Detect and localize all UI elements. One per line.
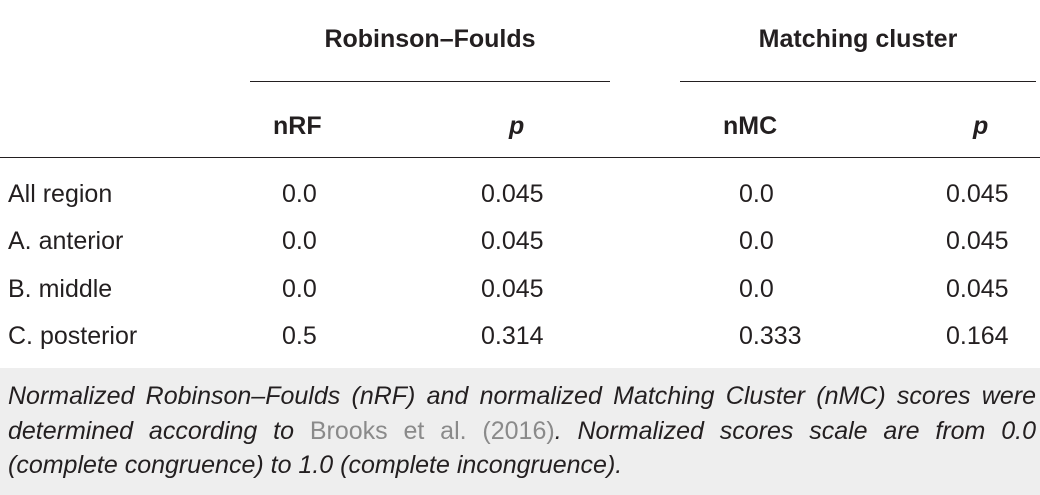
row-label: All region: [8, 180, 113, 208]
table-footnote-background: [0, 368, 1040, 495]
row-label: B. middle: [8, 275, 113, 303]
cell-nrf: 0.0: [282, 227, 317, 255]
cell-nrf: 0.5: [282, 322, 317, 350]
group-rule-robinson-foulds: [250, 81, 610, 82]
footnote-text-after-link: . Normalized scores scale are from 0.0 (…: [8, 416, 1036, 480]
column-header-nmc: nMC: [723, 112, 778, 140]
group-header-matching-cluster: Matching cluster: [758, 25, 958, 53]
column-header-nrf: nRF: [273, 112, 322, 140]
cell-rf-p: 0.314: [481, 322, 544, 350]
cell-nmc: 0.333: [739, 322, 802, 350]
cell-mc-p: 0.164: [946, 322, 1009, 350]
cell-mc-p: 0.045: [946, 275, 1009, 303]
cell-rf-p: 0.045: [481, 275, 544, 303]
group-rule-matching-cluster: [680, 81, 1036, 82]
group-header-robinson-foulds: Robinson–Foulds: [324, 25, 536, 53]
cell-nmc: 0.0: [739, 227, 774, 255]
citation-link[interactable]: Brooks et al. (2016): [309, 416, 555, 445]
column-header-mc-p: p: [973, 112, 989, 140]
cell-nmc: 0.0: [739, 180, 774, 208]
column-header-rf-p: p: [509, 112, 525, 140]
cell-nrf: 0.0: [282, 275, 317, 303]
cell-rf-p: 0.045: [481, 227, 544, 255]
cell-nmc: 0.0: [739, 275, 774, 303]
cell-mc-p: 0.045: [946, 180, 1009, 208]
row-label: C. posterior: [8, 322, 138, 350]
cell-mc-p: 0.045: [946, 227, 1009, 255]
footnote-text-before-link: Normalized Robinson–Foulds (nRF) and nor…: [8, 382, 1036, 445]
table-footnote: Normalized Robinson–Foulds (nRF) and nor…: [8, 379, 1036, 483]
cell-rf-p: 0.045: [481, 180, 544, 208]
cell-nrf: 0.0: [282, 180, 317, 208]
header-rule: [0, 157, 1040, 158]
row-label: A. anterior: [8, 227, 124, 255]
